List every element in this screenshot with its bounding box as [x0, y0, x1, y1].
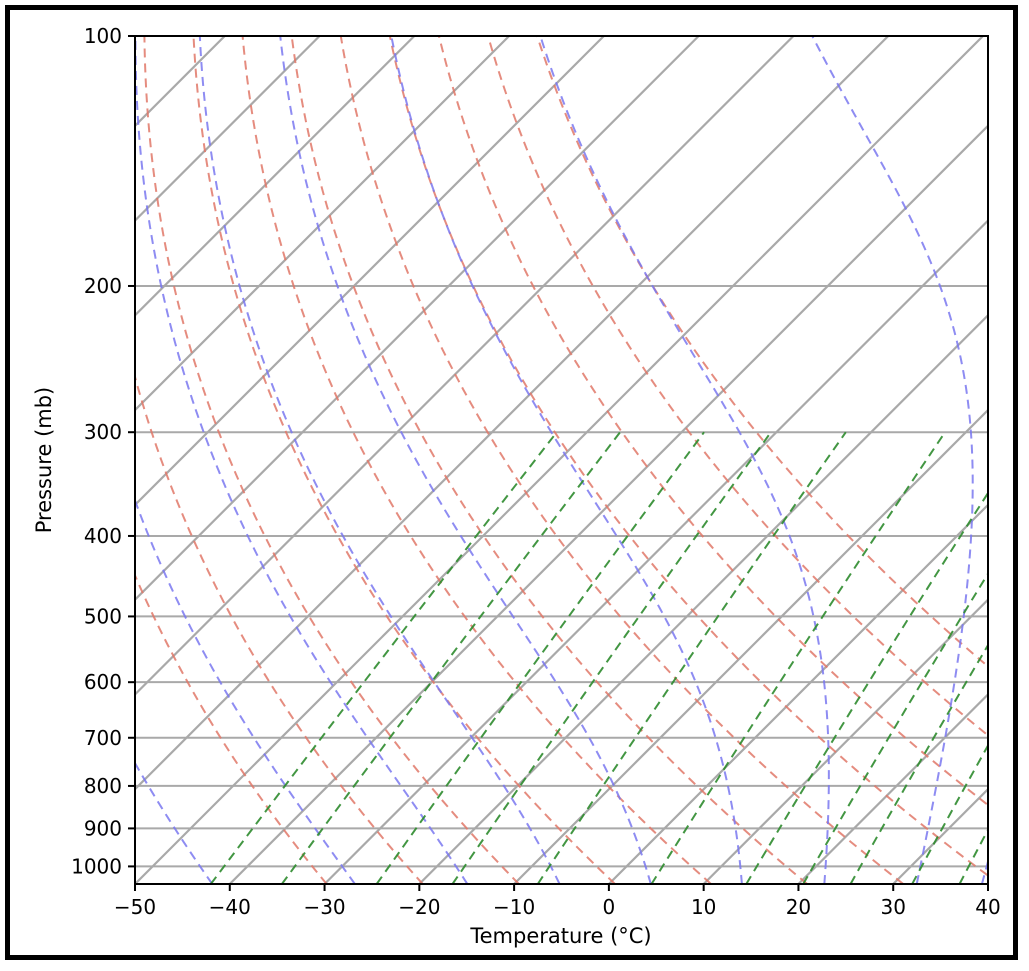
isotherm--80 [135, 36, 700, 602]
isotherm--100 [135, 36, 510, 412]
y-tick-label: 400 [84, 524, 122, 548]
mixing-ratio-line--34.5 [281, 431, 621, 884]
y-tick-label: 200 [84, 274, 122, 298]
y-tick-label: 100 [84, 24, 122, 48]
mixing-ratio-line-4.5 [650, 431, 946, 884]
isotherm--90 [135, 36, 605, 507]
y-tick-label: 600 [84, 670, 122, 694]
y-tick-label: 700 [84, 726, 122, 750]
mixing-ratio-line--16.5 [451, 431, 772, 884]
mixing-ratio-line-20.5 [802, 571, 988, 884]
dry-adiabat-280 [241, 36, 712, 884]
mixing-ratio-line--7.5 [536, 431, 847, 884]
moist-adiabat-31 [811, 36, 974, 884]
y-axis-label: Pressure (mb) [32, 387, 56, 534]
moist-adiabat--30 [135, 497, 356, 884]
y-tick-label: 900 [84, 816, 122, 840]
isotherm--60 [135, 36, 889, 791]
x-tick-label: −40 [209, 895, 251, 919]
mixing-ratio-line--24.5 [375, 431, 705, 884]
moist-adiabat-2 [279, 36, 652, 884]
dry-adiabat-290 [290, 36, 808, 884]
dry-adiabat-300 [339, 36, 904, 884]
isotherm-10 [702, 598, 988, 884]
dry-adiabat-340 [536, 36, 988, 668]
moist-adiabat--8 [198, 36, 561, 884]
isotherm--110 [135, 36, 416, 317]
dry-adiabat-260 [143, 36, 520, 884]
x-tick-label: −10 [493, 895, 535, 919]
x-tick-label: −30 [303, 895, 345, 919]
dry-adiabat-310 [388, 36, 988, 877]
dry-adiabat-250 [135, 373, 424, 884]
mixing-ratio-line--42 [210, 431, 558, 884]
figure-frame [5, 5, 1018, 960]
isotherm--70 [135, 36, 795, 696]
x-axis-label: Temperature (°C) [469, 924, 651, 948]
x-tick-label: 10 [691, 895, 716, 919]
isotherm-0 [608, 503, 988, 884]
plot-area [135, 36, 988, 884]
isotherm-40 [987, 882, 988, 884]
x-tick-label: −50 [114, 895, 156, 919]
mixing-ratio-line-25.5 [849, 643, 988, 884]
isotherm--10 [513, 408, 988, 884]
x-tick-label: 20 [786, 895, 811, 919]
moist-adiabat-21 [539, 36, 830, 884]
x-tick-label: 0 [603, 895, 616, 919]
isotherm--30 [323, 219, 988, 884]
x-tick-label: 30 [880, 895, 905, 919]
axes: −50 −40 −30 −20 −10 0 10 20 30 40 100 200 300 400 500 6… [71, 24, 1001, 919]
isotherm--40 [229, 124, 988, 884]
dry-adiabat-240 [135, 572, 328, 884]
isotherm-30 [892, 787, 988, 884]
isotherm--50 [135, 36, 984, 884]
isotherm--120 [135, 36, 321, 223]
x-tick-label: −20 [398, 895, 440, 919]
dry-adiabat-270 [192, 36, 616, 884]
mixing-ratio-line-14.5 [745, 491, 988, 884]
plot-border [134, 35, 989, 885]
y-tick-label: 800 [84, 774, 122, 798]
dry-adiabat-320 [437, 36, 988, 807]
dry-adiabat-330 [487, 36, 988, 737]
isotherm-20 [797, 692, 988, 884]
moist-adiabat--18 [135, 36, 469, 884]
y-tick-label: 1000 [71, 854, 122, 878]
y-tick-label: 500 [84, 604, 122, 628]
isotherm--20 [418, 313, 988, 884]
mixing-ratio-line-37 [958, 827, 988, 884]
x-tick-label: 40 [975, 895, 1000, 919]
moist-adiabat-12 [390, 36, 743, 884]
y-tick-label: 300 [84, 420, 122, 444]
